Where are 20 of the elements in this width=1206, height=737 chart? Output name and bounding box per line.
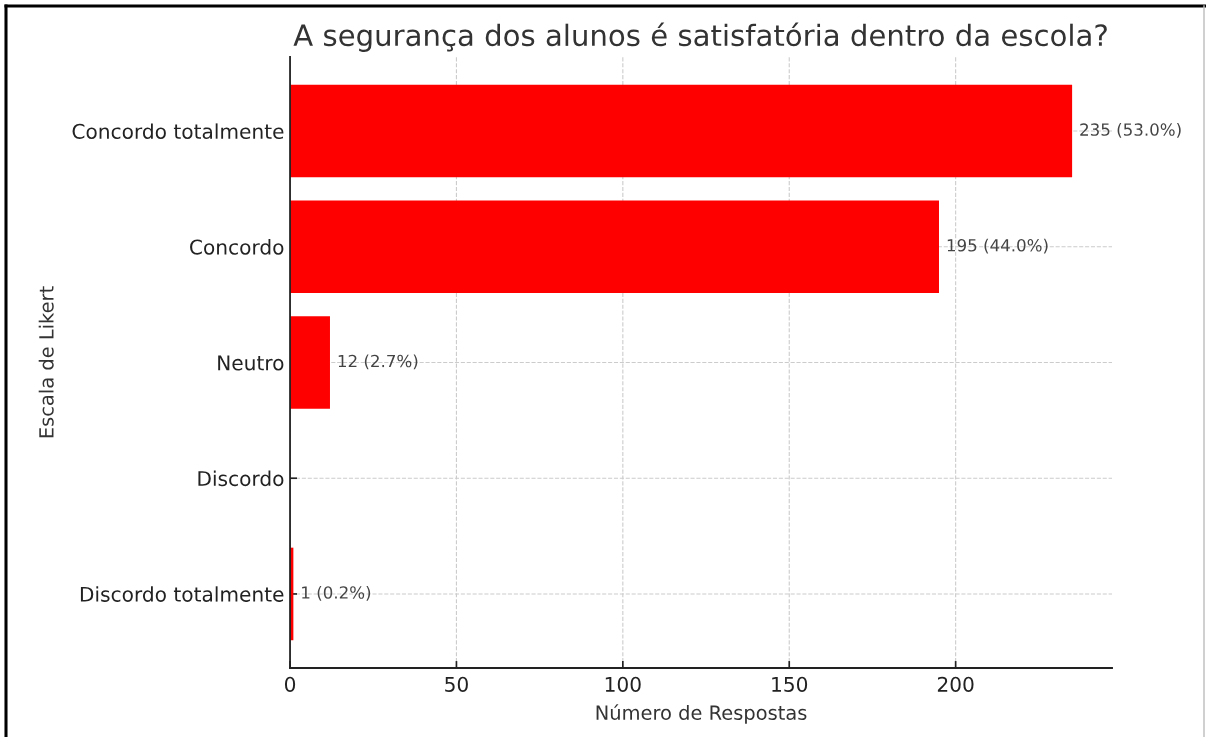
y-tick-label: Concordo totalmente [72, 123, 284, 139]
y-tick-label: Discordo totalmente [80, 586, 284, 602]
x-tick-label: 200 [937, 676, 974, 692]
chart-title: A segurança dos alunos é satisfatória dentro da escola? [293, 22, 1107, 52]
x-axis-title: Número de Respostas [596, 704, 807, 724]
y-tick-label: Concordo [190, 239, 284, 255]
bar [290, 316, 330, 409]
x-tick-label: 50 [445, 676, 468, 692]
x-tick-label: 0 [284, 676, 296, 692]
data-label: 12 (2.7%) [338, 354, 418, 370]
x-tick-label: 100 [605, 676, 641, 692]
data-label: 195 (44.0%) [947, 238, 1048, 254]
x-tick-label: 150 [772, 676, 808, 692]
data-label: 1 (0.2%) [302, 585, 371, 601]
y-tick-label: Neutro [218, 355, 284, 371]
bar [290, 200, 939, 294]
y-axis-title: Escala de Likert [38, 286, 54, 438]
data-label: 235 (53.0%) [1080, 122, 1181, 138]
bar [290, 84, 1073, 178]
y-tick-label: Discordo [198, 470, 284, 487]
